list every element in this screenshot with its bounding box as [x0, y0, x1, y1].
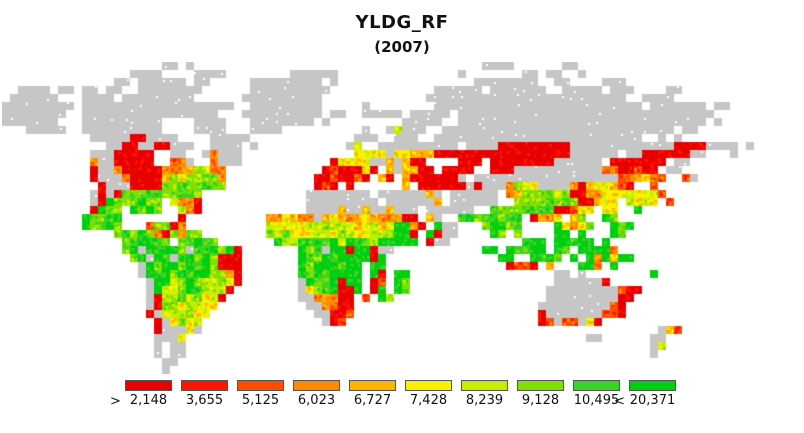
legend-swatch	[517, 380, 564, 391]
legend-item: 3,655	[178, 380, 231, 408]
legend-swatch	[293, 380, 340, 391]
legend-swatch	[405, 380, 452, 391]
legend: >2,148 3,655 5,125 6,023 6,727 7,428 8,239 9,12…	[110, 380, 679, 409]
legend-item: 10,495	[570, 380, 623, 408]
legend-item: 6,023	[290, 380, 343, 408]
legend-label: 9,128	[521, 393, 560, 408]
legend-label: 6,727	[353, 393, 392, 408]
legend-label: 5,125	[241, 393, 280, 408]
legend-item: 9,128	[514, 380, 567, 408]
legend-item: 6,727	[346, 380, 399, 408]
legend-swatch	[573, 380, 620, 391]
map-title: YLDG_RF	[355, 12, 449, 33]
legend-label: 8,239	[465, 393, 504, 408]
legend-greater-than-prefix: >	[110, 394, 121, 409]
legend-swatch	[349, 380, 396, 391]
legend-item: <20,371	[614, 380, 679, 409]
legend-less-than-prefix: <	[614, 394, 625, 409]
legend-label: 2,148	[129, 393, 168, 408]
legend-label: 6,023	[297, 393, 336, 408]
legend-swatch	[237, 380, 284, 391]
legend-label: 20,371	[629, 393, 676, 408]
legend-swatch	[629, 380, 676, 391]
legend-swatch	[461, 380, 508, 391]
legend-swatch	[181, 380, 228, 391]
legend-label: 7,428	[409, 393, 448, 408]
legend-item: >2,148	[110, 380, 175, 409]
world-yield-raster-map	[2, 62, 802, 374]
legend-item: 5,125	[234, 380, 287, 408]
legend-item: 8,239	[458, 380, 511, 408]
legend-swatch	[125, 380, 172, 391]
map-subtitle-year: (2007)	[374, 38, 430, 56]
legend-label: 10,495	[573, 393, 620, 408]
legend-item: 7,428	[402, 380, 455, 408]
legend-label: 3,655	[185, 393, 224, 408]
